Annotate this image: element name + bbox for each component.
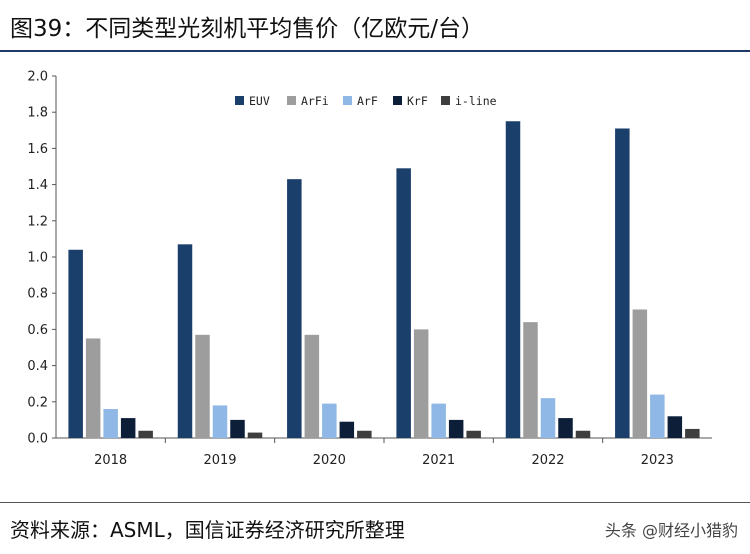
x-tick-label: 2020	[313, 453, 346, 468]
bar-arf-2021	[431, 403, 446, 438]
legend: EUV ArFi ArF KrF i-line	[235, 94, 497, 108]
figure-title: 图39：不同类型光刻机平均售价（亿欧元/台）	[10, 16, 485, 42]
bar-euv-2021	[396, 168, 411, 438]
bar-i-line-2021	[466, 430, 481, 438]
legend-label: ArFi	[301, 94, 329, 108]
x-tick-label: 2019	[203, 453, 236, 468]
bar-arf-2019	[212, 405, 228, 438]
bar-arf-2023	[650, 394, 665, 438]
y-tick-label: 0.0	[27, 432, 48, 447]
legend-label: KrF	[407, 94, 428, 108]
bar-chart: 2.01.81.61.41.21.00.80.60.40.20.0 2018 20…	[27, 70, 712, 468]
bar-i-line-2022	[575, 430, 591, 438]
title-divider	[0, 50, 750, 52]
y-tick-label: 0.4	[27, 359, 48, 374]
bar-arfi-2019	[195, 334, 210, 438]
bar-krf-2019	[230, 419, 245, 438]
source-divider	[0, 502, 750, 503]
title-bar: 图39：不同类型光刻机平均售价（亿欧元/台）	[0, 0, 750, 50]
bar-arf-2020	[322, 403, 337, 438]
y-axis: 2.0 1.8 1.6 1.4 1.2 1.0 0.8 0.6 0.4 0.2 0.0	[27, 70, 57, 447]
x-tick-label: 2021	[422, 453, 455, 468]
bar-i-line-2018	[138, 430, 153, 438]
y-tick-label: 2.0	[27, 70, 48, 85]
y-tick-label: 1.6	[27, 142, 48, 157]
legend-swatch-arf	[343, 96, 352, 105]
bar-series-group	[68, 121, 700, 439]
bar-krf-2023	[667, 416, 683, 438]
bar-arfi-2022	[523, 322, 538, 438]
bar-euv-2018	[68, 249, 83, 438]
bar-arfi-2023	[632, 309, 648, 438]
bar-arfi-2018	[85, 338, 101, 438]
y-tick-label: 1.4	[27, 178, 48, 193]
bar-euv-2019	[177, 244, 193, 438]
x-tick-label: 2018	[94, 453, 127, 468]
x-tick-label: 2023	[641, 453, 674, 468]
y-tick-label: 1.2	[27, 214, 48, 229]
legend-label: ArF	[357, 94, 378, 108]
bar-krf-2021	[448, 419, 464, 438]
legend-label: EUV	[249, 94, 270, 108]
bar-i-line-2019	[247, 432, 263, 438]
y-tick-label: 0.6	[27, 323, 48, 338]
bar-arfi-2020	[304, 334, 320, 438]
y-tick-label: 0.8	[27, 287, 48, 302]
y-tick-label: 1.8	[27, 106, 48, 121]
bar-euv-2020	[287, 179, 302, 439]
bar-arfi-2021	[413, 329, 429, 438]
bar-arf-2022	[540, 398, 556, 438]
bar-krf-2018	[120, 418, 136, 438]
legend-swatch-i-line	[441, 96, 450, 105]
bar-arf-2018	[103, 409, 118, 438]
bar-i-line-2020	[357, 430, 372, 438]
x-axis: 2018 2019 2020 2021 2022 2023	[56, 437, 712, 468]
bar-euv-2022	[505, 121, 521, 438]
x-tick-label: 2022	[531, 453, 564, 468]
legend-label: i-line	[455, 94, 497, 108]
bar-krf-2022	[558, 418, 573, 438]
legend-swatch-krf	[393, 96, 402, 105]
bar-krf-2020	[339, 421, 355, 438]
y-tick-label: 0.2	[27, 395, 48, 410]
bar-euv-2023	[615, 128, 630, 438]
source-note: 资料来源：ASML，国信证券经济研究所整理	[10, 518, 405, 542]
legend-swatch-euv	[235, 96, 244, 105]
bar-i-line-2023	[685, 428, 700, 438]
watermark: 头条 @财经小猎豹	[604, 521, 738, 540]
legend-swatch-arfi	[287, 96, 296, 105]
y-tick-label: 1.0	[27, 251, 48, 266]
